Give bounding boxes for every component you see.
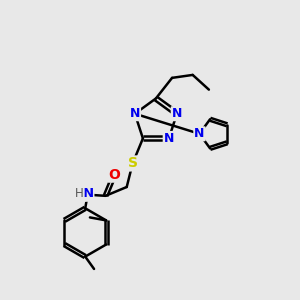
Text: S: S [128,156,138,170]
Text: N: N [130,107,140,120]
Text: N: N [164,132,174,145]
Text: N: N [194,127,205,140]
Text: N: N [172,107,182,120]
Text: H: H [75,187,84,200]
Text: O: O [108,168,120,182]
Text: N: N [74,188,85,201]
Text: N: N [82,187,93,200]
Text: H: H [78,188,88,201]
